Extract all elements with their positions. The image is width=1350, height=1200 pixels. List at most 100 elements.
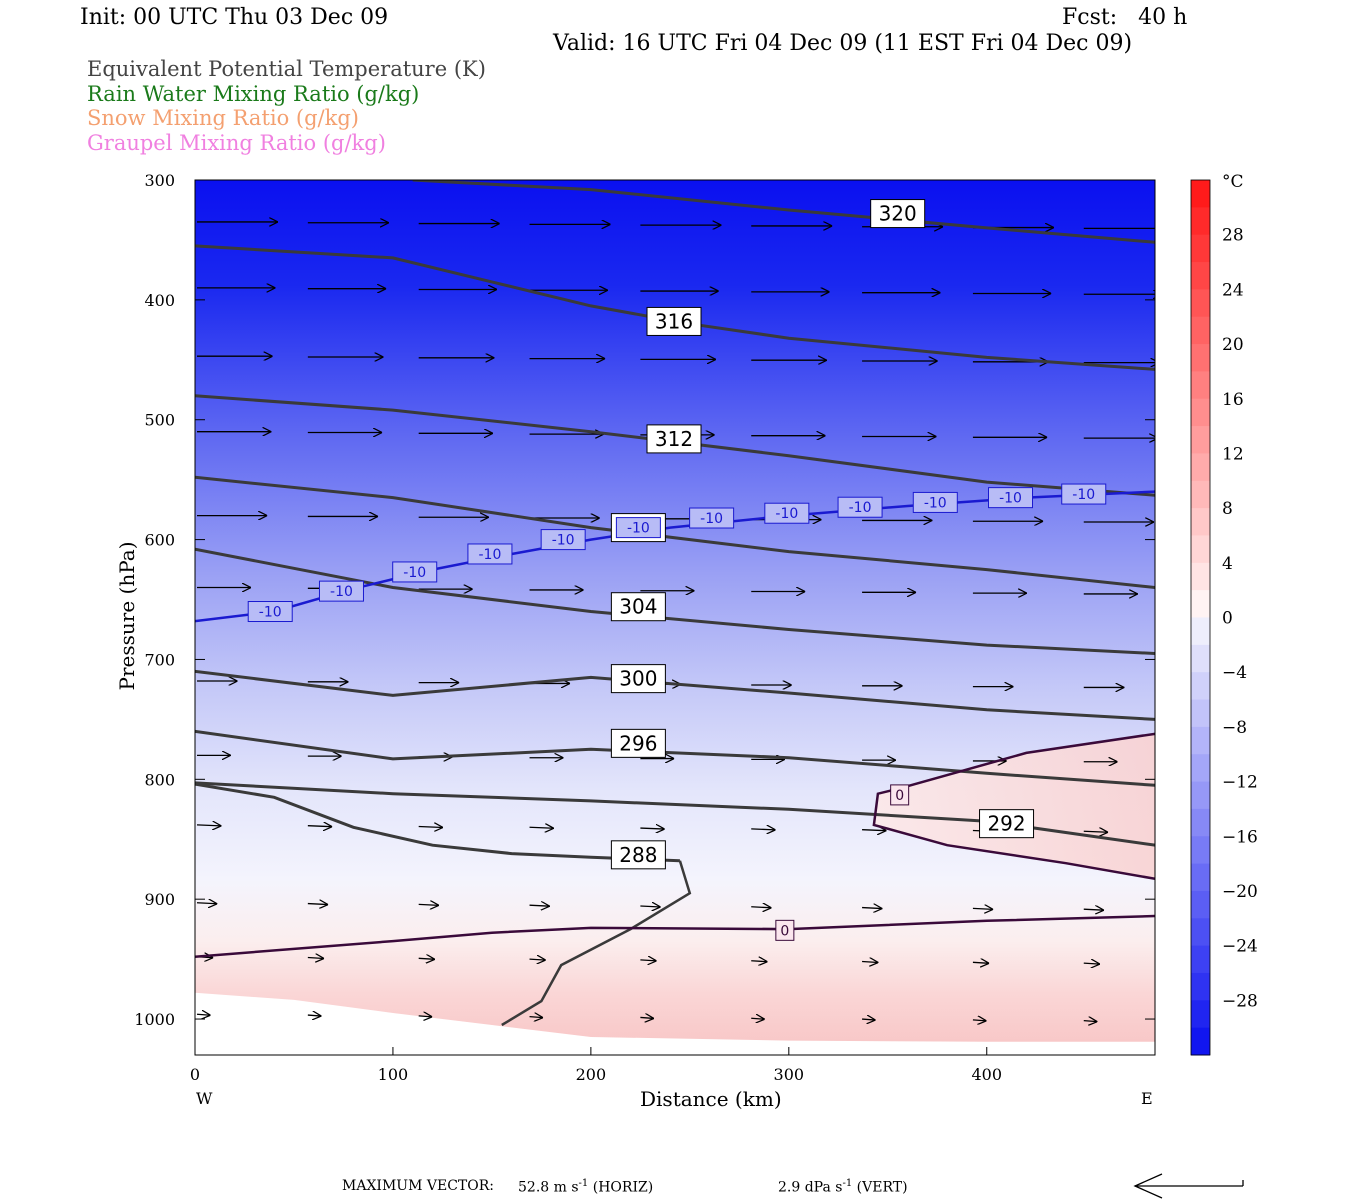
colorbar-segment xyxy=(1191,508,1210,536)
colorbar-segment xyxy=(1191,180,1210,208)
theta-e-contours xyxy=(195,180,1155,1027)
wind-arrow xyxy=(751,907,771,908)
y-tick-label: 500 xyxy=(144,411,175,430)
wind-arrow xyxy=(640,960,656,961)
colorbar-tick-label: 0 xyxy=(1222,609,1233,629)
wind-arrow xyxy=(751,829,775,830)
colorbar-frame xyxy=(1190,179,1211,1056)
colorbar-segment xyxy=(1191,1000,1210,1029)
colorbar-segment xyxy=(1191,808,1210,837)
theta-e-label-box xyxy=(646,424,702,454)
colorbar-segment xyxy=(1191,672,1210,701)
isotherm-label: -10 xyxy=(478,547,501,563)
vert-unit: (VERT) xyxy=(856,1179,908,1196)
theta-e-line-316 xyxy=(195,244,1155,371)
theta-e-label-box xyxy=(610,592,666,622)
isotherm-label-box xyxy=(689,507,735,529)
wind-arrow xyxy=(196,825,221,826)
theta-e-label: 312 xyxy=(655,427,693,451)
wind-arrow xyxy=(1083,831,1108,832)
colorbar-tick-label: 16 xyxy=(1222,390,1244,410)
legend-snow: Snow Mixing Ratio (g/kg) xyxy=(87,106,359,130)
isotherm-label: -10 xyxy=(627,521,650,537)
x-axis-right-label: E xyxy=(1141,1089,1153,1108)
max-vector-label: MAXIMUM VECTOR: xyxy=(342,1178,494,1194)
wind-arrow xyxy=(1083,909,1104,910)
isotherm-label-box xyxy=(318,580,364,602)
colorbar-segment xyxy=(1191,426,1210,454)
freezing-label-box xyxy=(890,784,910,806)
init-time: Init: 00 UTC Thu 03 Dec 09 xyxy=(80,5,389,30)
wind-arrow xyxy=(307,958,324,959)
colorbar-tick-label: −20 xyxy=(1222,882,1258,902)
wind-arrow xyxy=(1083,1021,1098,1022)
wind-arrow xyxy=(529,905,550,906)
forecast-hour: Fcst: 40 h xyxy=(1062,5,1188,30)
colorbar-segment xyxy=(1191,480,1210,509)
theta-e-label-box xyxy=(610,840,666,870)
colorbar-segment xyxy=(1191,972,1210,1001)
terrain xyxy=(195,992,1155,1055)
colorbar-tick-label: 8 xyxy=(1222,499,1233,519)
max-vector-vert: 2.9 dPa s-1 (VERT) xyxy=(778,1179,908,1195)
freezing-label: 0 xyxy=(895,788,904,804)
wind-arrow xyxy=(972,962,989,963)
theta-e-label: 320 xyxy=(879,202,917,226)
isotherm-label-box xyxy=(615,517,661,539)
wind-arrow xyxy=(307,1015,322,1016)
colorbar-tick-label: −28 xyxy=(1222,991,1258,1011)
wind-arrow xyxy=(1083,963,1100,964)
vert-value: 2.9 dPa s xyxy=(778,1179,843,1196)
theta-e-label: 316 xyxy=(655,309,693,333)
theta-e-line-288-descent xyxy=(501,860,692,1027)
x-axis-title: Distance (km) xyxy=(640,1087,782,1111)
isotherm-label: -10 xyxy=(849,500,872,516)
x-tick-label: 300 xyxy=(774,1065,805,1084)
freezing-label-box xyxy=(775,919,795,941)
colorbar-segment xyxy=(1191,398,1210,427)
plot-frame xyxy=(194,179,1156,1056)
wind-arrow xyxy=(418,904,439,905)
isotherm-label: -10 xyxy=(775,506,798,522)
y-tick-label: 300 xyxy=(144,171,175,190)
wind-arrow xyxy=(418,958,435,959)
wind-arrow xyxy=(972,1020,987,1021)
colorbar-segment xyxy=(1191,945,1210,974)
theta-e-line-296 xyxy=(195,729,1155,787)
x-tick-label: 0 xyxy=(190,1065,200,1084)
isotherm-label-box xyxy=(988,487,1034,509)
isotherm-label: -10 xyxy=(999,491,1022,507)
horiz-value: 52.8 m s xyxy=(518,1179,579,1196)
x-axis-left-label: W xyxy=(196,1089,213,1108)
colorbar-tick-label: −8 xyxy=(1222,718,1247,738)
wind-arrow xyxy=(862,1019,876,1020)
colorbar-tick-label: 12 xyxy=(1222,444,1244,464)
theta-e-label-box xyxy=(979,809,1035,839)
legend-rain-water: Rain Water Mixing Ratio (g/kg) xyxy=(87,82,420,106)
reference-vector-arrow xyxy=(1133,1173,1244,1199)
x-tick-label: 100 xyxy=(378,1065,409,1084)
wind-arrow xyxy=(972,908,993,909)
theta-e-line-320 xyxy=(412,180,1155,244)
isotherm-label-box xyxy=(392,561,438,583)
wind-arrow xyxy=(529,1017,544,1018)
colorbar-tick-label: −4 xyxy=(1222,663,1247,683)
theta-e-line-300 xyxy=(195,669,1155,721)
wind-arrow xyxy=(640,906,660,907)
colorbar-segment xyxy=(1191,781,1210,810)
theta-e-label: 292 xyxy=(987,812,1025,836)
freezing-line-0 xyxy=(195,914,1155,958)
legend-theta-e: Equivalent Potential Temperature (K) xyxy=(87,57,486,81)
isotherm-label-box xyxy=(764,502,810,524)
legend-graupel: Graupel Mixing Ratio (g/kg) xyxy=(87,131,386,155)
y-tick-label: 600 xyxy=(144,531,175,550)
horiz-unit: (HORIZ) xyxy=(592,1179,654,1196)
wind-arrow xyxy=(529,827,554,828)
freezing-label: 0 xyxy=(780,923,789,939)
colorbar-unit: °C xyxy=(1222,172,1244,192)
colorbar-tick-label: −12 xyxy=(1222,773,1258,793)
wind-arrow xyxy=(640,1017,654,1018)
x-tick-label: 400 xyxy=(971,1065,1002,1084)
wind-arrow xyxy=(751,961,767,962)
wind-vectors xyxy=(196,222,1155,1022)
